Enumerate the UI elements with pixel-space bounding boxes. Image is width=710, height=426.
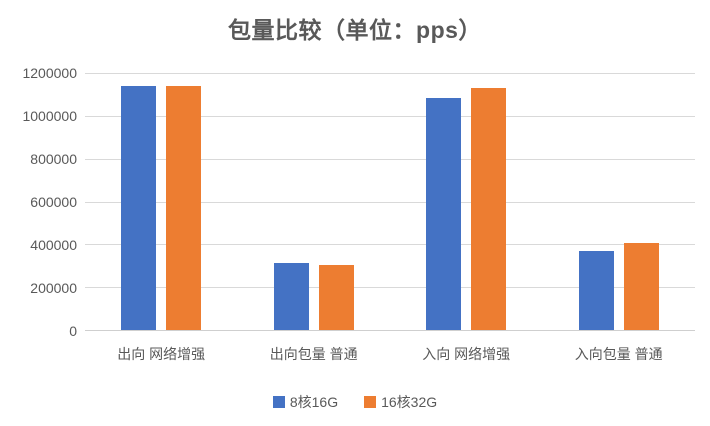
bar-8核16G — [426, 97, 462, 330]
x-axis-labels: 出向 网络增强 出向包量 普通 入向 网络增强 入向包量 普通 — [85, 344, 695, 364]
plot-area — [85, 73, 695, 331]
bar-group — [543, 73, 696, 330]
y-tick-label: 1200000 — [22, 65, 77, 81]
x-axis-label: 入向包量 普通 — [574, 346, 663, 362]
legend-label: 8核16G — [289, 394, 339, 410]
x-axis-label: 出向 网络增强 — [117, 346, 206, 362]
x-axis-label: 出向包量 普通 — [269, 346, 358, 362]
y-axis: 0 200000 400000 600000 800000 1000000 1200000 — [0, 66, 77, 338]
legend-label: 16核32G — [381, 394, 438, 410]
bar-groups — [85, 73, 695, 330]
bar-8核16G — [273, 262, 309, 330]
legend-swatch-icon — [272, 396, 285, 408]
y-tick-label: 400000 — [30, 237, 77, 253]
bar-8核16G — [578, 250, 614, 330]
bar-16核32G — [471, 88, 507, 330]
bar-16核32G — [623, 243, 659, 330]
legend-item: 16核32G — [364, 392, 437, 412]
bar-16核32G — [318, 264, 354, 330]
gridline — [85, 244, 695, 246]
gridline — [85, 115, 695, 117]
legend: 8核16G 16核32G — [0, 392, 710, 412]
bar-group — [85, 73, 238, 330]
gridline — [85, 287, 695, 289]
legend-swatch-icon — [364, 396, 377, 408]
gridline — [85, 158, 695, 160]
gridline — [85, 201, 695, 203]
y-tick-label: 0 — [69, 323, 77, 339]
y-tick-label: 600000 — [30, 194, 77, 210]
legend-item: 8核16G — [272, 392, 339, 412]
y-tick-label: 200000 — [30, 280, 77, 296]
bar-group — [390, 73, 543, 330]
bar-16核32G — [166, 85, 202, 330]
x-axis-label: 入向 网络增强 — [422, 346, 511, 362]
bar-8核16G — [121, 85, 157, 330]
bar-group — [238, 73, 391, 330]
gridline — [85, 73, 695, 74]
y-tick-label: 1000000 — [22, 108, 77, 124]
y-tick-label: 800000 — [30, 151, 77, 167]
chart-title: 包量比较（单位：pps） — [228, 17, 482, 43]
